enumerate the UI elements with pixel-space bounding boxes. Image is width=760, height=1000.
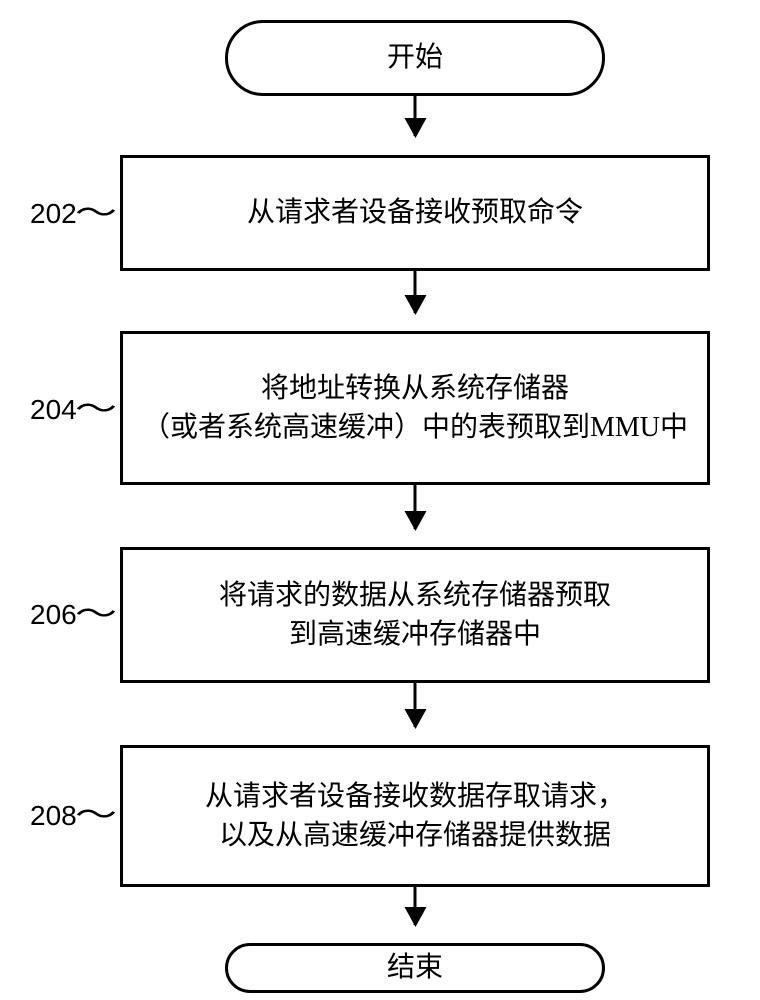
edge-204-206 (414, 485, 417, 529)
node-start-text: 开始 (387, 38, 443, 77)
node-start: 开始 (225, 20, 605, 96)
flowchart-canvas: 开始 从请求者设备接收预取命令 202 〜 将地址转换从系统存储器 （或者系统高… (0, 0, 760, 1000)
label-204-text: 204 (30, 394, 77, 426)
edge-206-208 (414, 683, 417, 727)
edge-202-204 (414, 271, 417, 313)
node-202-text: 从请求者设备接收预取命令 (247, 193, 583, 232)
label-206-text: 206 (30, 599, 77, 631)
node-end-text: 结束 (387, 948, 443, 987)
node-204-text: 将地址转换从系统存储器 （或者系统高速缓冲）中的表预取到MMU中 (142, 369, 688, 447)
edge-start-202 (414, 96, 417, 136)
label-204-connector-icon: 〜 (75, 395, 117, 425)
edge-208-end (414, 887, 417, 925)
label-208: 208 〜 (30, 800, 111, 832)
node-end: 结束 (225, 943, 605, 993)
label-202-text: 202 (30, 198, 77, 230)
label-202-connector-icon: 〜 (75, 199, 117, 229)
node-206: 将请求的数据从系统存储器预取 到高速缓冲存储器中 (120, 547, 710, 683)
label-202: 202 〜 (30, 198, 111, 230)
node-202: 从请求者设备接收预取命令 (120, 155, 710, 271)
node-208: 从请求者设备接收数据存取请求， 以及从高速缓冲存储器提供数据 (120, 745, 710, 887)
label-204: 204 〜 (30, 394, 111, 426)
label-208-connector-icon: 〜 (75, 801, 117, 831)
node-206-text: 将请求的数据从系统存储器预取 到高速缓冲存储器中 (219, 576, 611, 654)
label-206-connector-icon: 〜 (75, 600, 117, 630)
label-208-text: 208 (30, 800, 77, 832)
label-206: 206 〜 (30, 599, 111, 631)
node-204: 将地址转换从系统存储器 （或者系统高速缓冲）中的表预取到MMU中 (120, 331, 710, 485)
node-208-text: 从请求者设备接收数据存取请求， 以及从高速缓冲存储器提供数据 (205, 777, 625, 855)
